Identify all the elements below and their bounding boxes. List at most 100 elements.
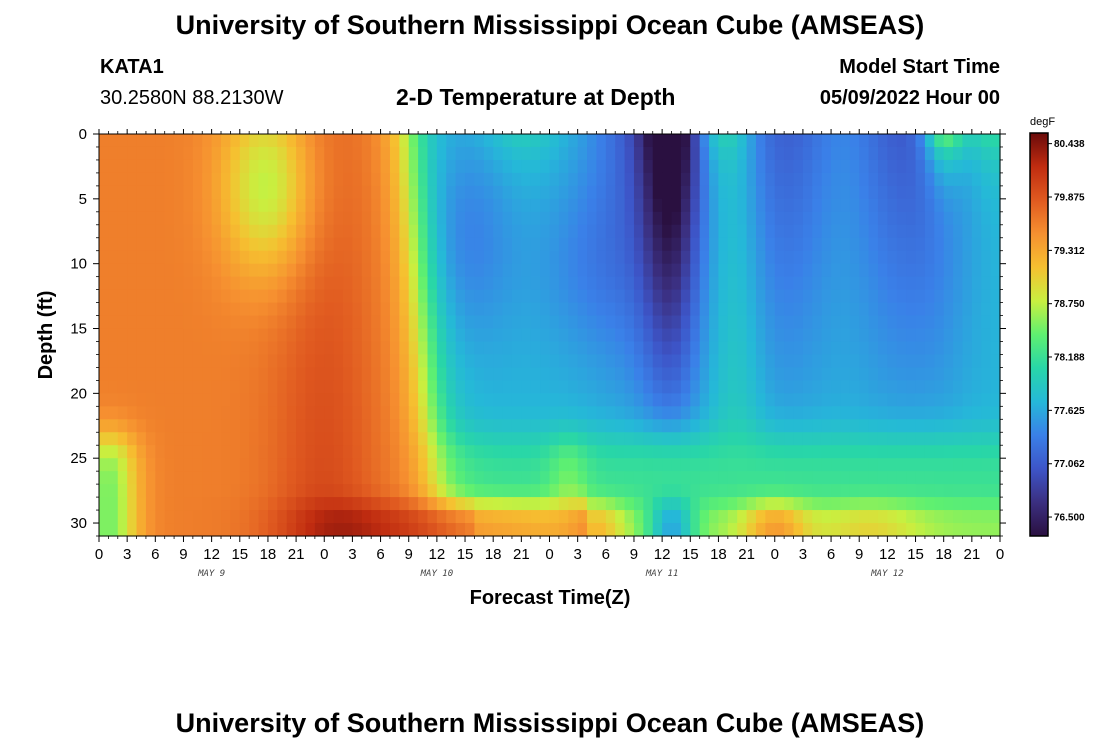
heatmap-cell <box>145 289 156 304</box>
heatmap-cell <box>718 432 729 446</box>
heatmap-cell <box>418 393 429 407</box>
heatmap-cell <box>924 315 935 330</box>
heatmap-cell <box>812 328 823 343</box>
heatmap-cell <box>314 406 325 420</box>
heatmap-cell <box>418 445 429 459</box>
heatmap-cell <box>127 445 138 459</box>
heatmap-cell <box>286 224 297 239</box>
heatmap-cell <box>690 250 701 265</box>
heatmap-cell <box>399 523 410 537</box>
heatmap-cell <box>183 224 194 239</box>
heatmap-cell <box>577 198 588 213</box>
heatmap-cell <box>690 432 701 446</box>
heatmap-cell <box>671 134 682 148</box>
heatmap-cell <box>540 302 551 317</box>
heatmap-cell <box>615 484 626 498</box>
heatmap-cell <box>605 211 616 226</box>
heatmap-cell <box>474 523 485 537</box>
colorbar-label: 76.500 <box>1054 513 1085 524</box>
heatmap-cell <box>831 211 842 226</box>
heatmap-cell <box>784 484 795 498</box>
heatmap-cell <box>399 471 410 485</box>
heatmap-cell <box>418 315 429 330</box>
heatmap-cell <box>727 159 738 174</box>
heatmap-cell <box>915 211 926 226</box>
heatmap-cell <box>108 134 119 148</box>
heatmap-cell <box>680 198 691 213</box>
heatmap-cell <box>868 445 879 459</box>
heatmap-cell <box>352 250 363 265</box>
heatmap-cell <box>924 185 935 200</box>
heatmap-cell <box>277 263 288 278</box>
heatmap-cell <box>868 289 879 304</box>
heatmap-cell <box>680 315 691 330</box>
heatmap-cell <box>727 354 738 369</box>
heatmap-cell <box>221 302 231 317</box>
heatmap-cell <box>530 367 541 381</box>
heatmap-cell <box>812 393 823 407</box>
heatmap-cell <box>286 419 297 433</box>
heatmap-cell <box>511 471 522 485</box>
heatmap-cell <box>249 393 260 407</box>
heatmap-cell <box>690 211 701 226</box>
heatmap-cell <box>436 406 447 420</box>
heatmap-cell <box>737 367 748 381</box>
heatmap-cell <box>371 276 382 291</box>
heatmap-cell <box>896 510 907 524</box>
heatmap-cell <box>587 211 598 226</box>
heatmap-cell <box>746 328 757 343</box>
heatmap-cell <box>962 289 973 304</box>
heatmap-cell <box>343 367 354 381</box>
heatmap-cell <box>802 224 813 239</box>
heatmap-cell <box>314 302 325 317</box>
heatmap-cell <box>155 419 166 433</box>
heatmap-cell <box>493 484 504 498</box>
heatmap-cell <box>202 328 213 343</box>
heatmap-cell <box>352 432 363 446</box>
heatmap-cell <box>587 458 598 472</box>
heatmap-cell <box>117 237 128 252</box>
heatmap-cell <box>192 289 203 304</box>
heatmap-cell <box>230 263 241 278</box>
heatmap-cell <box>915 380 926 394</box>
heatmap-cell <box>511 315 522 330</box>
heatmap-cell <box>446 458 457 472</box>
heatmap-cell <box>643 172 654 187</box>
heatmap-cell <box>286 276 297 291</box>
heatmap-cell <box>793 276 804 291</box>
heatmap-cell <box>399 237 410 252</box>
heatmap-cell <box>127 276 138 291</box>
heatmap-cell <box>558 185 569 200</box>
heatmap-cell <box>117 471 128 485</box>
heatmap-cell <box>953 250 964 265</box>
heatmap-cell <box>221 172 231 187</box>
heatmap-cell <box>108 224 119 239</box>
heatmap-cell <box>680 250 691 265</box>
heatmap-cell <box>971 237 982 252</box>
heatmap-cell <box>371 159 382 174</box>
heatmap-cell <box>849 134 860 148</box>
heatmap-cell <box>511 341 522 356</box>
heatmap-cell <box>230 211 241 226</box>
heatmap-cell <box>652 341 663 356</box>
heatmap-cell <box>718 367 729 381</box>
heatmap-cell <box>333 302 344 317</box>
heatmap-cell <box>436 432 447 446</box>
heatmap-cell <box>727 224 738 239</box>
heatmap-cell <box>906 315 917 330</box>
heatmap-cell <box>971 302 982 317</box>
heatmap-cell <box>953 211 964 226</box>
heatmap-cell <box>868 159 879 174</box>
heatmap-cell <box>511 198 522 213</box>
heatmap-cell <box>436 341 447 356</box>
heatmap-cell <box>333 185 344 200</box>
heatmap-cell <box>934 276 945 291</box>
heatmap-cell <box>183 250 194 265</box>
heatmap-cell <box>493 354 504 369</box>
heatmap-cell <box>521 341 532 356</box>
heatmap-cell <box>709 406 720 420</box>
heatmap-cell <box>389 237 400 252</box>
heatmap-cell <box>427 341 438 356</box>
heatmap-cell <box>540 380 551 394</box>
heatmap-cell <box>746 159 757 174</box>
